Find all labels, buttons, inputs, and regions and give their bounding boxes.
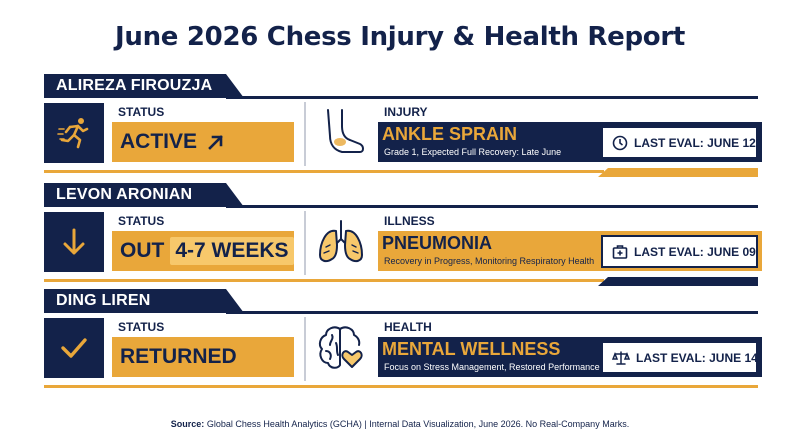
source-text: Global Chess Health Analytics (GCHA) | I… [206, 419, 630, 429]
scales-icon [612, 350, 630, 365]
divider [44, 279, 604, 282]
page-title: June 2026 Chess Injury & Health Report [115, 22, 685, 52]
status-value: ACTIVE [120, 130, 198, 153]
last-eval-text: LAST EVAL: JUNE 09 [634, 244, 756, 259]
source-label: Source: [170, 419, 205, 429]
status-badge: ACTIVE [112, 122, 294, 162]
vertical-divider [304, 211, 306, 275]
last-eval-badge: LAST EVAL: JUNE 09 [601, 235, 758, 268]
last-eval-badge: LAST EVAL: JUNE 12 [601, 126, 758, 159]
vertical-divider [304, 317, 306, 381]
condition-name: PNEUMONIA [382, 233, 493, 254]
player-name: ALIREZA FIROUZJA [44, 74, 244, 98]
lungs-icon [319, 220, 363, 263]
player-card-ding: DING LIREN STATUS RETURNED HEALTH MENTAL… [44, 289, 762, 393]
divider [226, 205, 758, 208]
category-label: INJURY [384, 105, 428, 119]
category-label: ILLNESS [384, 214, 435, 228]
foot-icon [327, 109, 364, 153]
divider-tab [598, 168, 758, 177]
status-label: STATUS [118, 105, 165, 119]
status-label: STATUS [118, 214, 165, 228]
status-value: RETURNED [120, 345, 237, 368]
source-footnote: Source: Global Chess Health Analytics (G… [0, 419, 800, 429]
divider [226, 311, 758, 314]
running-person-icon [44, 103, 104, 163]
category-label: HEALTH [384, 320, 432, 334]
last-eval-text: LAST EVAL: JUNE 12 [634, 135, 756, 150]
player-card-aronian: LEVON ARONIAN STATUS OUT 4-7 WEEKS ILLNE… [44, 183, 762, 287]
condition-detail: Recovery in Progress, Monitoring Respira… [384, 256, 595, 266]
status-badge: RETURNED [112, 337, 294, 377]
status-duration: 4-7 WEEKS [170, 237, 294, 265]
condition-detail: Grade 1, Expected Full Recovery: Late Ju… [384, 147, 562, 157]
medical-kit-icon [612, 244, 628, 259]
last-eval-text: LAST EVAL: JUNE 14 [636, 350, 758, 365]
clock-icon [612, 135, 628, 150]
checkmark-icon [44, 318, 104, 378]
status-badge: OUT 4-7 WEEKS [112, 231, 294, 271]
status-value: OUT [120, 239, 165, 262]
divider [44, 170, 604, 173]
player-card-firouzja: ALIREZA FIROUZJA STATUS ACTIVE INJURY AN… [44, 74, 762, 178]
player-name: DING LIREN [44, 289, 244, 313]
arrow-up-right-icon [208, 135, 223, 150]
brain-heart-icon [318, 326, 363, 369]
condition-name: ANKLE SPRAIN [382, 124, 518, 145]
status-label: STATUS [118, 320, 165, 334]
divider-tab [598, 277, 758, 286]
divider [226, 96, 758, 99]
last-eval-badge: LAST EVAL: JUNE 14 [601, 341, 758, 374]
vertical-divider [304, 102, 306, 166]
condition-name: MENTAL WELLNESS [382, 339, 561, 360]
condition-detail: Focus on Stress Management, Restored Per… [384, 362, 600, 372]
arrow-down-icon [44, 212, 104, 272]
player-name: LEVON ARONIAN [44, 183, 244, 207]
divider [44, 385, 758, 388]
